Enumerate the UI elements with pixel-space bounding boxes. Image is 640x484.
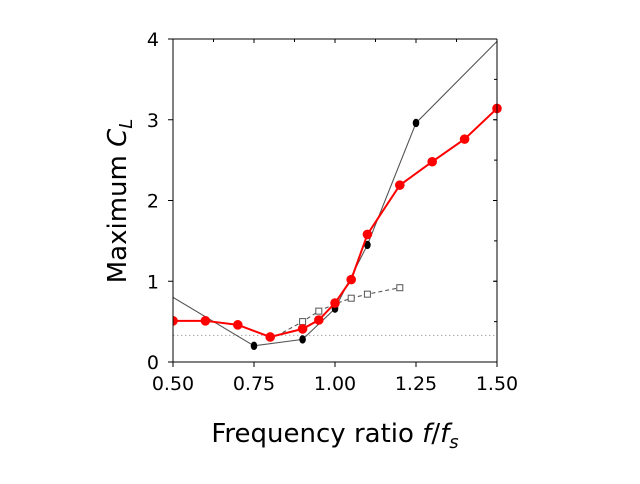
y-axis-label-c-sub: L [116, 119, 137, 129]
y-tick-label: 4 [147, 29, 159, 51]
series-2-point [459, 134, 470, 144]
y-axis-label-c: C [103, 128, 133, 147]
series-2-point [346, 274, 357, 285]
x-axis-label-prefix: Frequency ratio [211, 419, 422, 449]
y-tick-label: 3 [147, 110, 159, 132]
x-axis-label: Frequency ratio f/fs [211, 419, 458, 453]
series-0-point [412, 118, 420, 128]
y-tick-label: 1 [147, 271, 159, 293]
axes: 0.50 0.75 1.00 1.25 1.50 0 1 2 3 4 [147, 29, 518, 395]
series-1-point [315, 307, 323, 315]
y-axis-label: Maximum CL [103, 119, 137, 284]
series-2-point [427, 156, 438, 167]
y-tick-label: 0 [147, 352, 159, 374]
x-tick-label: 1.25 [395, 373, 437, 395]
x-tick-label: 1.50 [476, 373, 518, 395]
series-2-point [297, 324, 308, 334]
series-1-point [363, 290, 371, 298]
series-1-point [347, 294, 355, 302]
plot-area [173, 41, 502, 351]
series-2-point [314, 315, 324, 325]
series-1-point [299, 318, 307, 326]
series-2-point [233, 320, 243, 330]
x-axis-label-fs-sub: s [449, 432, 458, 453]
series-2-point [395, 180, 405, 190]
x-tick-label: 1.00 [314, 373, 356, 395]
y-axis-label-prefix: Maximum [103, 147, 133, 283]
series-2-point [200, 316, 211, 326]
x-tick-label: 0.75 [233, 373, 275, 395]
series-0-point [364, 240, 371, 250]
x-tick-label: 0.50 [152, 373, 194, 395]
y-tick-label: 2 [147, 191, 159, 213]
series-2-point [330, 298, 340, 308]
series-0-point [250, 341, 258, 351]
series-2-point [362, 229, 373, 240]
series-0-point [299, 335, 306, 344]
x-axis-label-slash: / [431, 419, 440, 449]
series-2-point [265, 332, 276, 342]
series-1-point [396, 284, 404, 292]
series-2-point [173, 316, 178, 326]
